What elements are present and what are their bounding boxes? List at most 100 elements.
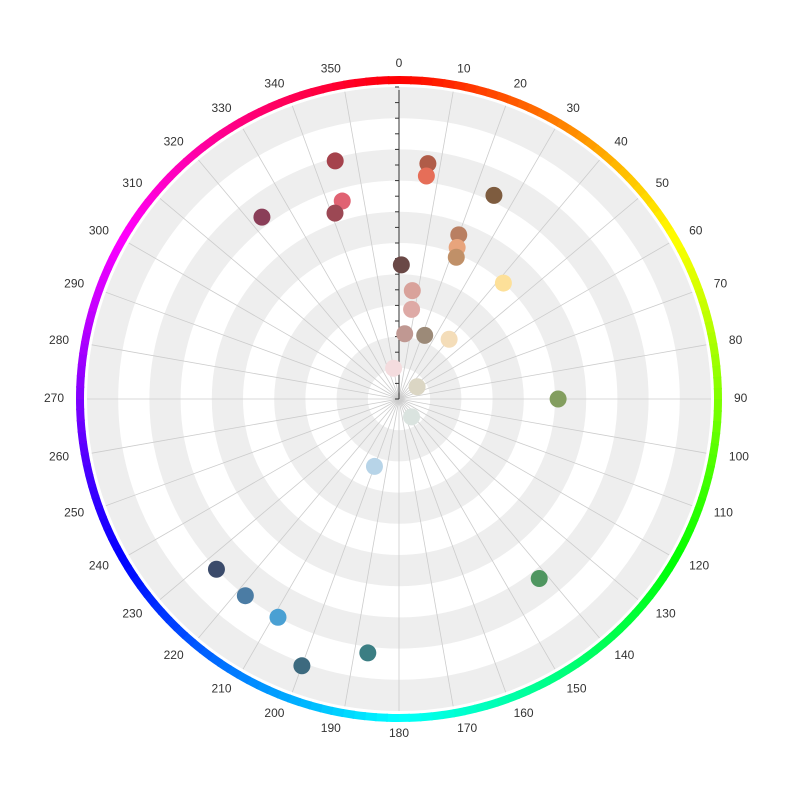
angle-tick-label: 20 — [514, 76, 528, 90]
angle-grid-line — [159, 398, 400, 600]
hue-ring-segment — [713, 376, 722, 390]
hue-ring-segment — [200, 136, 216, 151]
hue-ring-segment — [419, 712, 433, 722]
angle-tick-label: 170 — [457, 721, 477, 735]
hue-ring-segment — [278, 94, 293, 107]
hue-ring-segment — [77, 352, 88, 367]
hue-ring-segment — [297, 698, 313, 710]
hue-ring-segment — [354, 77, 368, 88]
angle-grid-line — [398, 398, 639, 600]
hue-ring-segment — [216, 659, 233, 673]
hue-ring-segment — [341, 708, 356, 719]
angle-grid-line — [198, 398, 400, 639]
hue-ring-segment — [408, 713, 422, 722]
hue-ring-segment — [374, 713, 389, 722]
angle-tick-label: 110 — [714, 506, 733, 520]
hue-ring-segment — [633, 182, 648, 198]
hue-ring-segment — [712, 420, 722, 435]
hue-ring-segment — [442, 79, 457, 90]
hue-ring-segment — [430, 710, 444, 721]
angle-tick-label: 60 — [689, 224, 703, 238]
hue-ring-segment — [639, 592, 654, 608]
hue-ring-segment — [555, 666, 571, 680]
hue-ring-segment — [227, 118, 243, 132]
hue-ring-segment — [144, 190, 159, 206]
angle-tick-label: 350 — [321, 61, 341, 75]
hue-ring-segment — [591, 640, 607, 655]
hue-ring-segment — [707, 331, 718, 346]
hue-ring-segment — [198, 646, 214, 661]
hue-ring-segment — [376, 76, 390, 85]
data-point — [440, 330, 458, 348]
hue-ring-segment — [191, 143, 207, 158]
hue-ring-segment — [181, 631, 197, 647]
data-point — [207, 560, 225, 578]
hue-ring-segment — [682, 257, 695, 273]
hue-ring-segment — [174, 157, 190, 173]
hue-ring-segment — [173, 624, 189, 640]
angle-tick-label: 10 — [457, 61, 471, 75]
hue-ring-segment — [207, 652, 223, 667]
hue-ring-segment — [701, 475, 713, 490]
hue-ring-segment — [698, 485, 710, 501]
hue-ring-segment — [119, 226, 133, 242]
hue-ring-segment — [190, 639, 206, 654]
hue-ring-segment — [506, 95, 522, 108]
hue-ring-segment — [537, 108, 553, 122]
hue-ring-segment — [652, 575, 667, 591]
data-point — [447, 248, 465, 266]
angle-grid-line — [344, 91, 400, 400]
data-point — [403, 300, 421, 318]
hue-ring-segment — [704, 320, 716, 336]
hue-ring-segment — [257, 103, 273, 116]
hue-ring-segment — [608, 625, 624, 641]
hue-ring-segment — [165, 616, 181, 632]
hue-ring-segment — [473, 701, 489, 713]
hue-ring-segment — [166, 165, 182, 181]
angle-tick-label: 90 — [734, 391, 748, 405]
hue-ring-segment — [609, 158, 625, 174]
angle-grid-line — [242, 398, 400, 670]
angle-tick-label: 80 — [729, 333, 743, 347]
hue-ring-segment — [686, 267, 700, 283]
angle-tick-labels: 0 10 20 30 40 50 60 70 80 90 100 110 120 130 140 150 160… — [44, 56, 749, 740]
hue-ring-segment — [565, 125, 582, 139]
hue-ring-segment — [485, 88, 501, 100]
angle-grid-line — [398, 398, 670, 556]
hue-ring-segment — [713, 409, 722, 424]
hue-ring-segment — [698, 299, 710, 314]
hue-ring-segment — [342, 78, 357, 89]
hue-ring-segment — [98, 515, 112, 531]
data-point — [408, 378, 426, 396]
hue-ring-segment — [88, 297, 100, 313]
data-point — [365, 457, 383, 475]
hue-ring-segment — [83, 319, 94, 334]
angle-tick-label: 210 — [211, 681, 231, 695]
hue-ring-segment — [546, 113, 562, 128]
hue-ring-segment — [79, 341, 90, 356]
hue-ring-segment — [708, 442, 719, 457]
angle-tick-label: 220 — [164, 648, 184, 662]
hue-ring-segment — [441, 709, 456, 720]
hue-ring-segment — [677, 247, 691, 263]
hue-ring-segment — [496, 91, 512, 104]
hue-ring-segment — [151, 181, 167, 197]
hue-ring-segment — [85, 308, 97, 323]
hue-ring-segment — [94, 505, 107, 520]
hue-ring-segment — [646, 584, 661, 600]
hue-ring-segment — [601, 151, 617, 167]
angle-tick-label: 150 — [567, 681, 587, 695]
angle-grid-line — [128, 398, 400, 556]
hue-ring-segment — [136, 582, 151, 598]
hue-ring-segment — [125, 216, 139, 233]
hue-ring-segment — [600, 633, 616, 648]
hue-ring-segment — [218, 124, 234, 138]
angle-tick-label: 300 — [89, 224, 109, 238]
angle-grid-line — [398, 242, 670, 400]
angle-grid-line — [398, 291, 693, 400]
hue-ring-segment — [108, 245, 122, 261]
hue-ring-segment — [660, 218, 674, 234]
hue-ring-segment — [681, 527, 695, 543]
data-point — [403, 282, 421, 300]
angle-tick-label: 70 — [714, 277, 728, 291]
